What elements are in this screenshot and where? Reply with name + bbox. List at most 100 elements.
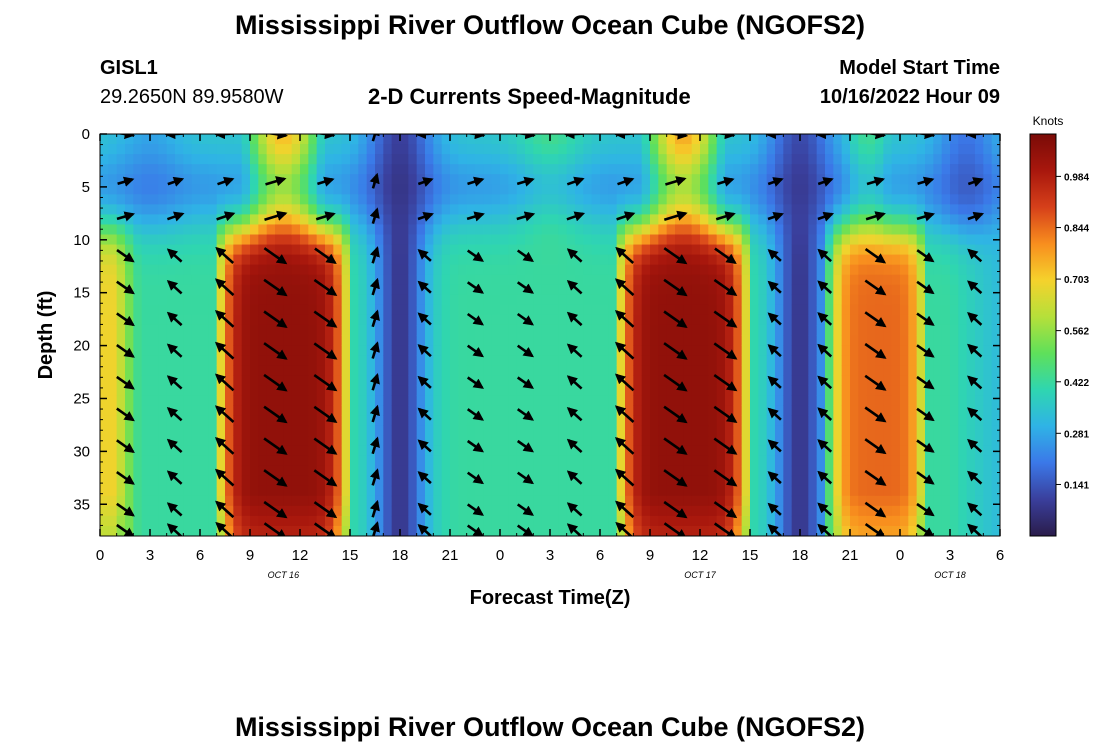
heatmap-cell <box>608 525 618 536</box>
heatmap-cell <box>208 274 218 286</box>
heatmap-cell <box>241 134 251 145</box>
heatmap-cell <box>191 264 201 276</box>
heatmap-cell <box>866 284 876 296</box>
heatmap-cell <box>533 244 543 256</box>
heatmap-cell <box>116 335 126 346</box>
heatmap-cell <box>791 234 801 246</box>
heatmap-cell <box>508 234 518 246</box>
current-vector-arrow <box>215 246 235 264</box>
heatmap-cell <box>358 455 368 467</box>
heatmap-cell <box>516 174 526 185</box>
heatmap-cell <box>575 405 584 416</box>
heatmap-cell <box>633 365 643 376</box>
heatmap-cell <box>258 415 268 427</box>
heatmap-cell <box>516 345 526 356</box>
heatmap-cell <box>258 244 268 256</box>
current-vector-arrow <box>516 408 534 421</box>
heatmap-cell <box>116 475 126 487</box>
heatmap-cell <box>716 425 726 437</box>
heatmap-cell <box>308 435 318 447</box>
heatmap-cell <box>691 495 701 507</box>
heatmap-cell <box>758 284 768 296</box>
heatmap-cell <box>358 194 368 205</box>
heatmap-cell <box>458 264 468 276</box>
heatmap-cell <box>866 335 876 346</box>
heatmap-cell <box>591 224 601 236</box>
heatmap-cell <box>641 445 651 457</box>
heatmap-cell <box>241 405 251 416</box>
heatmap-cell <box>283 525 293 536</box>
heatmap-cell <box>466 154 476 165</box>
heatmap-cell <box>258 475 268 487</box>
current-vector-arrow <box>713 437 738 455</box>
heatmap-cell <box>341 134 351 145</box>
heatmap-cell <box>966 415 976 427</box>
heatmap-cell <box>425 294 434 306</box>
heatmap-cell <box>250 184 259 195</box>
heatmap-cell <box>766 335 776 346</box>
heatmap-cell <box>966 425 976 437</box>
heatmap-cell <box>375 445 384 457</box>
heatmap-cell <box>300 505 309 517</box>
heatmap-cell <box>700 485 709 497</box>
heatmap-cell <box>225 154 234 165</box>
heatmap-cell <box>375 184 384 195</box>
current-vector-arrow <box>313 469 338 487</box>
heatmap-cell <box>583 435 593 447</box>
heatmap-cell <box>983 134 993 145</box>
heatmap-cell <box>991 385 1000 396</box>
heatmap-cell <box>833 465 843 477</box>
heatmap-cell <box>191 314 201 326</box>
heatmap-cell <box>758 495 768 507</box>
heatmap-cell <box>950 445 959 457</box>
heatmap-cell <box>583 224 593 236</box>
heatmap-cell <box>800 264 809 276</box>
heatmap-cell <box>525 224 534 236</box>
heatmap-cell <box>450 254 459 266</box>
heatmap-cell <box>816 194 826 205</box>
heatmap-cell <box>591 395 601 406</box>
heatmap-cell <box>191 455 201 467</box>
heatmap-cell <box>975 324 984 336</box>
heatmap-cell <box>691 134 701 145</box>
heatmap-cell <box>733 525 743 536</box>
heatmap-cell <box>100 184 109 195</box>
heatmap-cell <box>675 395 684 406</box>
heatmap-cell <box>283 475 293 487</box>
heatmap-cell <box>108 144 118 155</box>
heatmap-cell <box>450 375 459 386</box>
heatmap-cell <box>383 184 393 195</box>
heatmap-cell <box>150 324 159 336</box>
heatmap-cell <box>483 304 493 316</box>
heatmap-cell <box>900 134 909 145</box>
heatmap-cell <box>783 485 793 497</box>
heatmap-cell <box>325 485 334 497</box>
heatmap-cell <box>458 515 468 527</box>
heatmap-cell <box>325 335 334 346</box>
heatmap-cell <box>316 435 326 447</box>
heatmap-cell <box>883 445 893 457</box>
heatmap-cell <box>233 134 243 145</box>
heatmap-cell <box>866 264 876 276</box>
heatmap-cell <box>583 345 593 356</box>
current-vector-arrow <box>916 134 936 140</box>
heatmap-cell <box>541 234 551 246</box>
heatmap-cell <box>725 194 734 205</box>
heatmap-cell <box>841 445 851 457</box>
heatmap-cell <box>116 274 126 286</box>
heatmap-cell <box>483 264 493 276</box>
heatmap-cell <box>516 194 526 205</box>
heatmap-cell <box>750 425 759 437</box>
heatmap-cell <box>941 244 951 256</box>
heatmap-cell <box>991 355 1000 366</box>
heatmap-cell <box>575 244 584 256</box>
heatmap-cell <box>825 385 834 396</box>
heatmap-cell <box>683 204 693 215</box>
heatmap-cell <box>216 485 226 497</box>
heatmap-cell <box>316 274 326 286</box>
heatmap-cell <box>591 365 601 376</box>
heatmap-cell <box>416 445 426 457</box>
heatmap-cell <box>175 525 184 536</box>
heatmap-cell <box>900 294 909 306</box>
heatmap-cell <box>975 505 984 517</box>
